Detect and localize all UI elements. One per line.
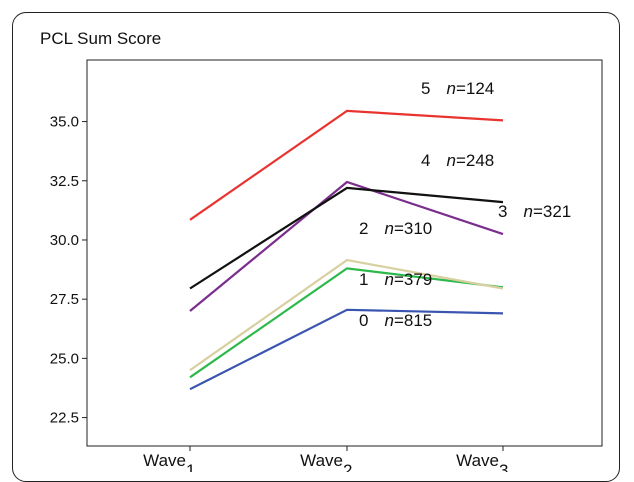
series-label-count: =124 [456, 79, 494, 98]
series-label-number: 4 [421, 151, 430, 170]
series-label-5: 5 n=124 [421, 79, 494, 98]
series-line-5 [189, 109, 504, 221]
y-axis-ticks: 22.5 25.0 27.5 30.0 32.5 35.0 [50, 114, 87, 427]
series-lines [189, 109, 504, 391]
x-tick-subscript: 1 [186, 461, 195, 472]
y-axis-label: PCL Sum Score [40, 29, 161, 48]
series-line-3 [189, 180, 504, 312]
series-line-0 [189, 308, 504, 391]
series-label-n: n [523, 202, 532, 221]
pcl-line-chart: PCL Sum Score 22.5 25.0 27.5 30.0 32.5 35.0 W… [40, 29, 603, 472]
series-label-n: n [384, 270, 393, 289]
series-label-number: 3 [498, 202, 507, 221]
series-line-2 [189, 258, 504, 372]
y-tick-label: 27.5 [50, 291, 79, 308]
y-tick-label: 22.5 [50, 410, 79, 427]
series-label-count: =815 [394, 311, 432, 330]
x-tick-subscript: 3 [499, 461, 508, 472]
series-label-number: 1 [359, 270, 368, 289]
y-tick-label: 32.5 [50, 173, 79, 190]
y-tick-label: 30.0 [50, 232, 79, 249]
series-label-count: =321 [533, 202, 571, 221]
series-label-count: =310 [394, 219, 432, 238]
plot-area [86, 59, 603, 447]
series-label-n: n [446, 151, 455, 170]
series-label-n: n [384, 219, 393, 238]
series-label-count: =379 [394, 270, 432, 289]
series-label-n: n [384, 311, 393, 330]
series-label-0: 0 n=815 [359, 311, 432, 330]
x-tick-subscript: 2 [343, 461, 352, 472]
series-label-1: 1 n=379 [359, 270, 432, 289]
x-tick-label: Wave [143, 451, 186, 470]
series-label-number: 5 [421, 79, 430, 98]
series-label-count: =248 [456, 151, 494, 170]
series-label-n: n [446, 79, 455, 98]
series-label-number: 2 [359, 219, 368, 238]
y-tick-label: 25.0 [50, 350, 79, 367]
series-line-4 [189, 186, 504, 290]
series-label-2: 2 n=310 [359, 219, 432, 238]
x-tick-label: Wave [300, 451, 343, 470]
x-tick-label: Wave [456, 451, 499, 470]
series-label-4: 4 n=248 [421, 151, 494, 170]
series-label-3: 3 n=321 [498, 202, 571, 221]
y-tick-label: 35.0 [50, 114, 79, 131]
series-label-number: 0 [359, 311, 368, 330]
series-line-1 [189, 267, 504, 379]
